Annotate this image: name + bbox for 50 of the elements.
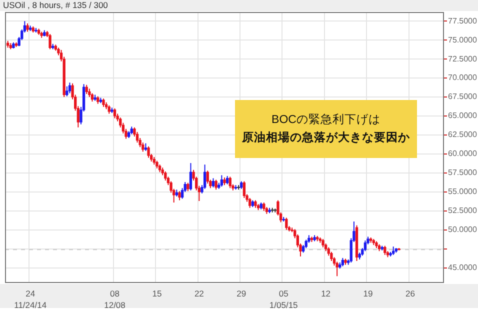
y-tick-label: 57.5000 [448,168,478,178]
x-tick-label: 12 [321,288,331,298]
candlestick [220,174,224,188]
y-tick-label: 65.0000 [448,111,478,120]
x-tick-label: 19 [363,288,374,298]
candlestick [178,190,181,201]
candlestick [214,179,218,190]
callout-box: BOCの緊急利下げは 原油相場の急落が大きな要因か [235,100,417,158]
candlestick [147,146,150,158]
candlestick [336,261,338,277]
candlestick [206,170,209,184]
candlestick [242,180,246,198]
y-tick-label: 62.5000 [448,130,478,140]
y-tick-label: 75.0000 [448,35,478,44]
candlestick [113,108,116,119]
candlestick [164,170,167,182]
y-tick-label: 77.5000 [448,16,478,26]
annotation: 原油相場の急落が大きな要因か [242,130,410,146]
x-tick-label: 08 12/08 [104,288,126,310]
candlestick [203,164,206,190]
candlestick [85,84,88,94]
y-tick-label: 55.0000 [448,187,478,196]
y-tick-label: 60.0000 [448,149,478,158]
y-tick-label: 72.5000 [448,54,478,64]
x-tick-label: 22 [194,288,204,298]
x-tick-label: 29 [236,288,246,298]
annotation: BOCの緊急利下げは [272,112,380,128]
x-tick-label: 24 11/24/14 [14,288,47,310]
candlestick [48,34,52,50]
x-tick-label: 26 [405,288,416,298]
candlestick [248,197,252,208]
x-tick-label: 05 1/05/15 [269,288,298,310]
y-tick-label: 70.0000 [448,73,478,82]
x-tick-label: 15 [152,288,162,298]
candlestick [228,176,232,189]
candlestick [142,142,144,152]
candlestick [136,131,139,144]
chart-title: USOil , 8 hours, # 135 / 300 [3,0,108,11]
y-tick-label: 67.5000 [448,92,478,102]
candlestick [384,245,386,256]
candlestick [285,217,288,230]
candlestick [364,240,367,252]
y-tick-label: 52.5000 [448,206,478,216]
y-tick-label: 45.0000 [448,263,478,272]
candlestick [330,251,333,262]
y-tick-label: 50.0000 [448,225,478,234]
candlestick [212,178,215,188]
candlestick [189,162,192,191]
candlestick [68,82,72,94]
candlestick [66,86,68,97]
